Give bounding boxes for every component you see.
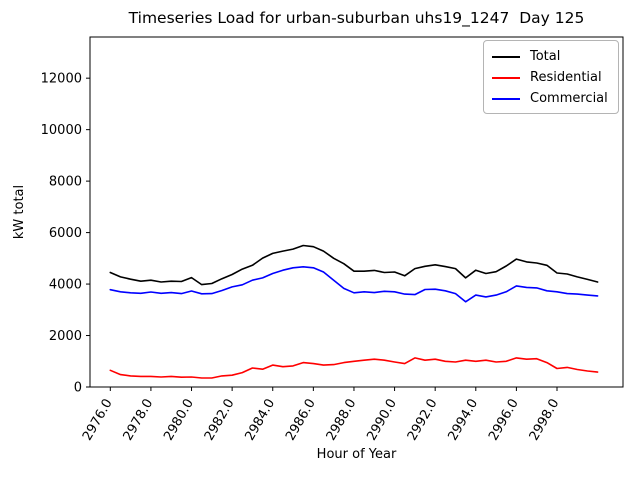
x-tick-label: 2986.0: [283, 397, 319, 444]
legend-entry-commercial: Commercial: [492, 88, 610, 109]
x-tick-label: 2978.0: [121, 397, 157, 444]
y-tick-label: 2000: [49, 329, 82, 344]
x-tick-label: 2994.0: [446, 397, 482, 444]
series-line-residential: [109, 357, 599, 379]
y-axis-label: kW total: [12, 184, 27, 240]
series-line-commercial: [109, 265, 599, 303]
x-tick-label: 2996.0: [486, 397, 522, 444]
x-tick-label: 2982.0: [202, 397, 238, 444]
legend-entry-total: Total: [492, 46, 610, 67]
y-tick-label: 8000: [49, 175, 82, 190]
x-tick-label: 2988.0: [324, 397, 360, 444]
series-line-total: [109, 244, 599, 286]
chart-title: Timeseries Load for urban-suburban uhs19…: [128, 9, 585, 27]
y-tick-label: 10000: [41, 123, 82, 138]
axes-frame: [89, 36, 624, 388]
x-tick-label: 2992.0: [405, 397, 441, 444]
y-tick-label: 12000: [41, 72, 82, 87]
y-tick-label: 4000: [49, 278, 82, 293]
legend-label-total: Total: [530, 49, 561, 64]
y-tick-label: 0: [74, 381, 82, 396]
legend-line-sample-commercial: [492, 97, 520, 100]
x-tick-label: 2980.0: [161, 397, 197, 444]
legend-line-sample-total: [492, 55, 520, 58]
legend: Total Residential Commercial: [483, 40, 619, 114]
x-tick-label: 2998.0: [527, 397, 563, 444]
x-axis-label: Hour of Year: [316, 447, 397, 462]
legend-line-sample-residential: [492, 76, 520, 79]
legend-entry-residential: Residential: [492, 67, 610, 88]
legend-label-commercial: Commercial: [530, 91, 608, 106]
legend-label-residential: Residential: [530, 70, 602, 85]
x-tick-label: 2976.0: [80, 397, 116, 444]
y-tick-label: 6000: [49, 226, 82, 241]
x-tick-label: 2984.0: [242, 397, 278, 444]
x-tick-label: 2990.0: [364, 397, 400, 444]
